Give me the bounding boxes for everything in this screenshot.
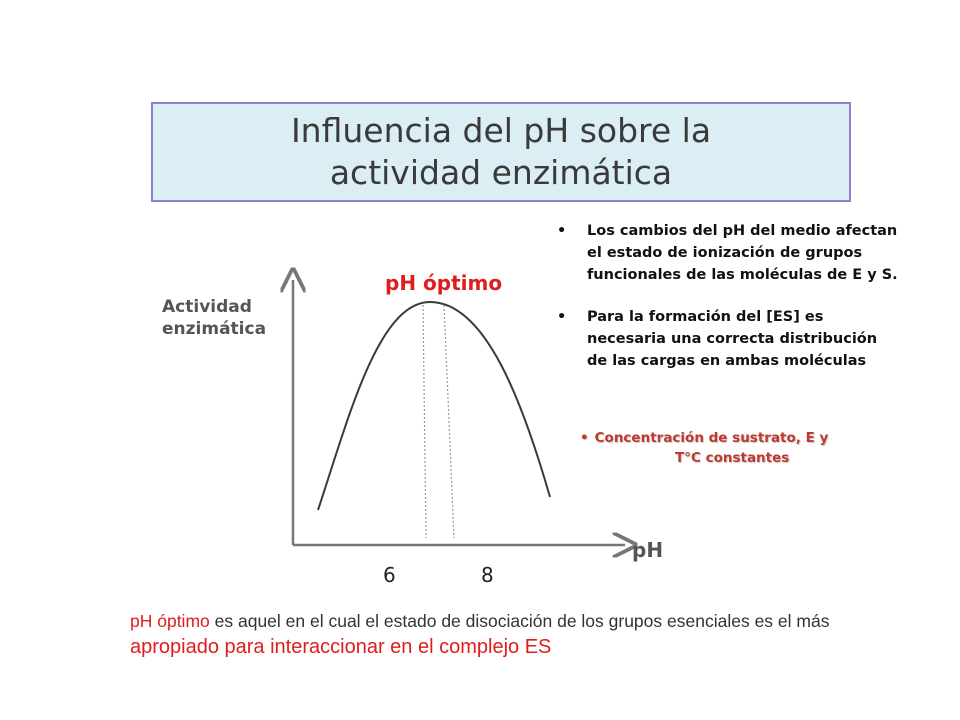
title-line-1: Influencia del pH sobre la	[290, 111, 712, 150]
x-axis-label: pH	[632, 538, 664, 562]
optimum-line-left	[422, 304, 427, 539]
title-box: Influencia del pH sobre la actividad enz…	[151, 102, 851, 202]
optimum-label: pH óptimo	[385, 271, 503, 295]
optimum-line-right	[443, 304, 455, 539]
bullet-list: • Los cambios del pH del medio afectan e…	[557, 220, 902, 392]
bullet-dot-icon: •	[557, 309, 567, 325]
bullet-text: Para la formación del [ES] es necesaria …	[587, 309, 878, 369]
title-line-2: actividad enzimática	[329, 153, 673, 192]
activity-curve	[317, 300, 551, 511]
bullet-dot-icon: •	[557, 223, 567, 239]
tick-label-6: 6	[383, 563, 396, 587]
y-axis-label: Actividad enzimática	[162, 296, 266, 340]
footer-term: pH óptimo	[130, 611, 210, 631]
bullet-text: Los cambios del pH del medio afectan el …	[587, 223, 898, 283]
bullet-dot-icon: •	[580, 430, 589, 446]
condition-note: • Concentración de sustrato, E y T°C cons…	[580, 428, 870, 468]
bullet-item: • Los cambios del pH del medio afectan e…	[557, 220, 902, 286]
footer-emphasis: apropiado para interaccionar en el compl…	[130, 636, 552, 658]
footer-text: es aquel en el cual el estado de disocia…	[209, 611, 830, 631]
condition-line-2: T°C constantes	[675, 450, 790, 466]
tick-label-8: 8	[481, 563, 494, 587]
y-axis-label-line-1: Actividad	[162, 297, 252, 317]
condition-line-1: Concentración de sustrato, E y	[594, 430, 829, 446]
y-axis-label-line-2: enzimática	[162, 319, 267, 339]
footer-definition: pH óptimo es aquel en el cual el estado …	[130, 608, 910, 660]
bullet-item: • Para la formación del [ES] es necesari…	[557, 306, 902, 372]
